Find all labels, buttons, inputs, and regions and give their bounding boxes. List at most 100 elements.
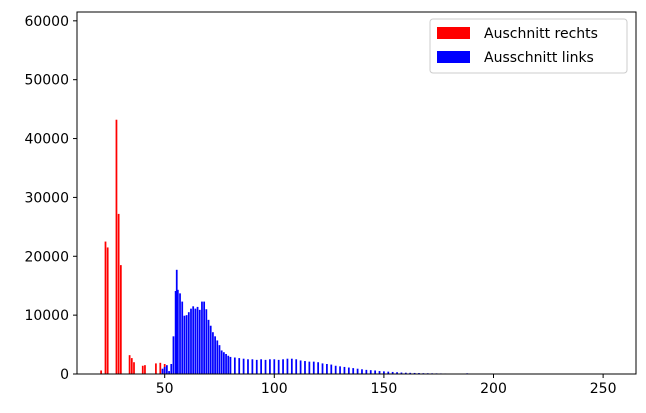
bar-series1-48 — [299, 360, 302, 374]
bar-series1-72 — [404, 372, 407, 374]
bar-series1-71 — [400, 372, 403, 374]
legend-box — [429, 18, 628, 74]
bar-series1-65 — [374, 370, 377, 374]
bar-series0-3 — [115, 119, 118, 374]
bar-series1-69 — [391, 371, 394, 374]
bar-series1-11 — [183, 315, 186, 374]
bar-series1-9 — [179, 293, 181, 374]
bar-series1-37 — [251, 359, 254, 374]
legend-swatch-ausschnitt-links — [437, 51, 470, 63]
bar-series1-66 — [378, 371, 381, 374]
bar-series1-24 — [212, 332, 214, 374]
bar-series1-55 — [330, 364, 333, 374]
bar-series1-30 — [225, 353, 227, 374]
bar-series1-64 — [369, 370, 372, 374]
bar-series0-1 — [104, 241, 107, 374]
bar-series1-8 — [176, 289, 179, 374]
x-tick-label: 200 — [480, 381, 507, 397]
bar-series1-26 — [216, 340, 219, 374]
bar-series0-9 — [141, 365, 144, 374]
bar-series1-44 — [282, 359, 284, 374]
bar-series1-13 — [187, 312, 190, 374]
bar-series1-49 — [304, 361, 306, 374]
bar-series1-4 — [170, 363, 173, 374]
bar-series1-38 — [255, 359, 258, 374]
legend-label-auschnitt-rechts: Auschnitt rechts — [484, 26, 598, 42]
bar-series1-15 — [192, 306, 195, 374]
bar-series1-42 — [273, 359, 276, 374]
bar-series1-27 — [218, 345, 221, 374]
bar-series1-28 — [220, 350, 223, 374]
bar-series0-0 — [100, 370, 102, 374]
bar-series1-59 — [347, 367, 350, 374]
y-tick-label: 20000 — [24, 249, 69, 265]
y-tick-label: 30000 — [24, 190, 69, 206]
bar-series1-32 — [229, 356, 232, 374]
y-axis: 0 10000 20000 30000 40000 50000 60000 — [24, 14, 77, 383]
bar-series0-7 — [130, 358, 133, 374]
bar-series1-70 — [396, 372, 398, 374]
bar-series1-10 — [181, 301, 184, 374]
bar-series1-36 — [247, 359, 249, 374]
bar-series1-53 — [321, 363, 324, 374]
bar-series1-39 — [260, 359, 263, 374]
legend-label-ausschnitt-links: Ausschnitt links — [484, 50, 594, 66]
bar-series1-31 — [227, 355, 230, 374]
bar-series1-29 — [223, 352, 225, 374]
bar-series0-10 — [144, 365, 146, 374]
y-tick-label: 10000 — [24, 308, 69, 324]
plot-frame — [76, 11, 637, 375]
bar-series1-18 — [198, 309, 201, 374]
y-tick-label: 50000 — [24, 73, 69, 89]
bars-group — [100, 119, 615, 374]
y-tick-label: 60000 — [24, 14, 69, 30]
bar-series1-16 — [194, 308, 197, 374]
bar-series1-12 — [185, 315, 188, 374]
x-axis: 50 100 150 200 250 — [156, 374, 616, 397]
bar-series0-6 — [128, 355, 131, 374]
bar-series1-68 — [387, 371, 390, 374]
bar-series1-2 — [166, 365, 168, 374]
bar-series1-6 — [174, 291, 177, 374]
bar-series0-12 — [159, 362, 162, 374]
bar-series1-52 — [317, 362, 320, 374]
bar-series1-35 — [242, 358, 245, 374]
bar-series1-21 — [205, 309, 208, 374]
bar-series1-25 — [214, 336, 216, 374]
bar-series1-56 — [334, 365, 337, 374]
bar-series1-58 — [343, 366, 346, 374]
bar-series1-22 — [207, 319, 210, 374]
bar-series0-8 — [133, 362, 135, 374]
bar-series1-47 — [295, 359, 298, 374]
x-tick-label: 100 — [261, 381, 288, 397]
bar-series1-51 — [312, 361, 315, 374]
bar-series1-63 — [365, 369, 368, 374]
bar-series1-40 — [264, 359, 267, 374]
bar-series1-45 — [286, 358, 289, 374]
bar-series1-17 — [196, 306, 199, 374]
bar-series1-41 — [269, 359, 271, 374]
y-tick-label: 0 — [60, 367, 69, 383]
bar-series1-3 — [168, 371, 170, 374]
legend-swatch-auschnitt-rechts — [437, 27, 470, 39]
bar-series1-50 — [308, 361, 311, 374]
bar-series0-4 — [117, 213, 120, 374]
bar-series1-60 — [352, 368, 355, 374]
bar-series1-73 — [409, 372, 412, 374]
x-tick-label: 50 — [156, 381, 174, 397]
bar-series1-5 — [172, 336, 175, 374]
bar-series1-20 — [203, 301, 206, 374]
bar-series1-43 — [277, 359, 280, 374]
bar-series1-61 — [356, 368, 359, 374]
bar-series1-1 — [163, 366, 166, 374]
bar-series1-33 — [233, 357, 236, 374]
bar-series0-2 — [106, 247, 109, 374]
bar-series1-14 — [190, 308, 192, 374]
bar-series1-7 — [175, 269, 178, 374]
x-tick-label: 150 — [371, 381, 398, 397]
y-tick-label: 40000 — [24, 132, 69, 148]
bar-series1-19 — [201, 301, 203, 374]
bar-series0-11 — [155, 363, 157, 374]
bar-series1-74 — [413, 372, 416, 374]
